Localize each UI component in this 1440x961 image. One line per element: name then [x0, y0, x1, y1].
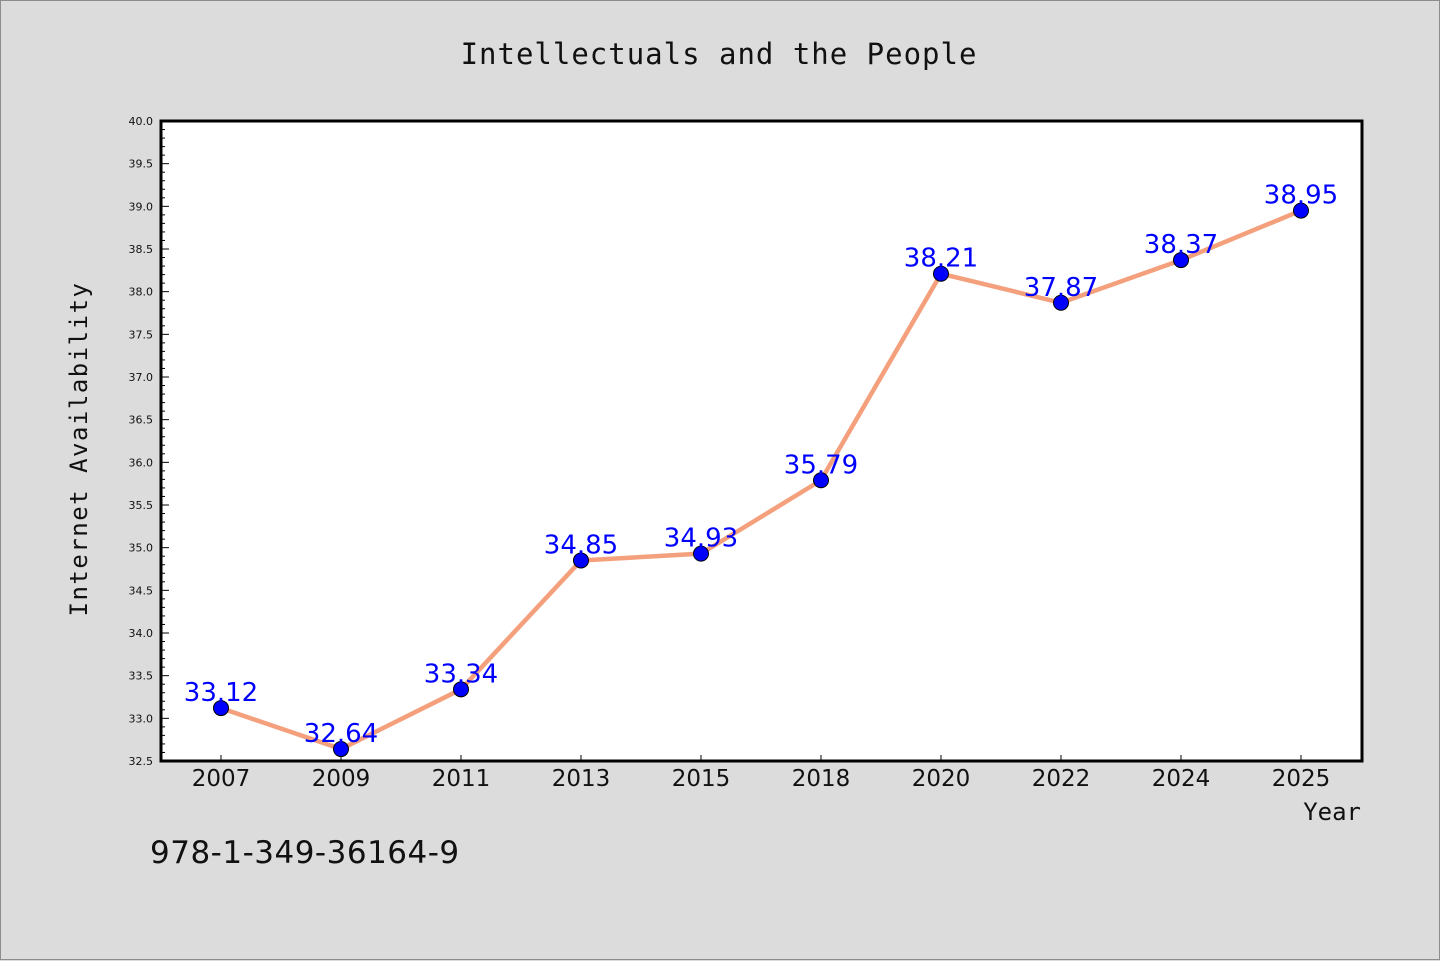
data-point [213, 700, 229, 717]
y-tick-label: 32.5 [129, 755, 154, 768]
x-tick-label: 2024 [1152, 766, 1211, 792]
x-axis-label: Year [1303, 798, 1361, 826]
data-point [933, 265, 949, 282]
x-tick-label: 2013 [552, 766, 611, 792]
data-point [1293, 202, 1309, 219]
plot-border [159, 119, 1364, 763]
y-tick-label: 35.5 [129, 499, 154, 512]
data-point [693, 545, 709, 562]
x-tick-label: 2025 [1272, 766, 1331, 792]
series-line [218, 208, 1304, 752]
y-tick-label: 35.0 [129, 542, 154, 555]
x-axis: 2007 2009 2011 2013 2015 2018 2020 2022 2024 2025 [192, 755, 1331, 792]
y-axis: 32.5 33.0 33.5 34.0 34.5 35.0 35.5 36.0 36.5 37.0… [129, 115, 169, 768]
data-point [573, 552, 589, 569]
data-point [813, 472, 829, 489]
y-tick-label: 38.0 [129, 286, 154, 299]
y-tick-label: 38.5 [129, 243, 154, 256]
data-label: 38.95 [1264, 181, 1338, 211]
x-tick-label: 2022 [1032, 766, 1091, 792]
data-label: 38.21 [904, 244, 978, 274]
series-layer: 33.12 32.64 33.34 34.85 34.93 35.79 38.21 37.87… [184, 181, 1338, 758]
data-point [333, 741, 349, 758]
y-tick-label: 34.5 [129, 584, 154, 597]
data-point [453, 681, 469, 698]
y-axis-label: Internet Availability [65, 282, 93, 617]
y-tick-label: 39.5 [129, 158, 154, 171]
y-tick-label: 39.0 [129, 200, 154, 213]
y-tick-label: 33.0 [129, 712, 154, 725]
x-tick-label: 2009 [312, 766, 371, 792]
y-tick-label: 33.5 [129, 670, 154, 683]
y-tick-label: 34.0 [129, 627, 154, 640]
x-tick-label: 2015 [672, 766, 731, 792]
y-tick-label: 37.5 [129, 328, 154, 341]
data-label: 33.12 [184, 678, 258, 708]
y-tick-label: 37.0 [129, 371, 154, 384]
data-label: 34.93 [664, 524, 738, 554]
data-label: 32.64 [304, 719, 378, 749]
data-label: 37.87 [1024, 273, 1098, 303]
x-tick-label: 2007 [192, 766, 251, 792]
chart-title: Intellectuals and the People [461, 37, 978, 71]
isbn-text: 978-1-349-36164-9 [150, 835, 460, 871]
data-point [1173, 252, 1189, 269]
x-tick-label: 2018 [792, 766, 851, 792]
data-label: 34.85 [544, 530, 618, 560]
data-label: 33.34 [424, 659, 498, 689]
y-tick-label: 40.0 [129, 115, 154, 128]
plot-area [161, 121, 1362, 761]
y-tick-label: 36.5 [129, 414, 154, 427]
data-point [1053, 294, 1069, 311]
y-tick-label: 36.0 [129, 456, 154, 469]
x-tick-label: 2020 [912, 766, 971, 792]
x-tick-label: 2011 [432, 766, 491, 792]
data-label: 35.79 [784, 450, 858, 480]
data-label: 38.37 [1144, 230, 1218, 260]
